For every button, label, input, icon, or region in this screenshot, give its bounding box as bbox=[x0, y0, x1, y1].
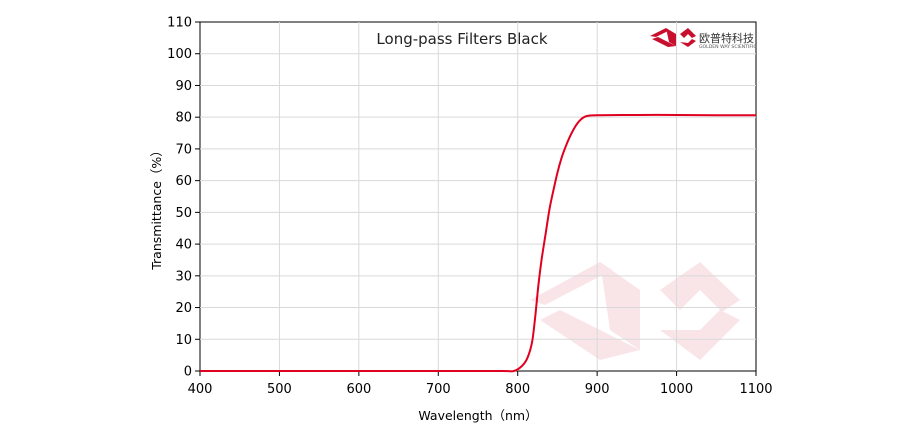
y-tick-label: 110 bbox=[167, 16, 192, 31]
y-tick-label: 40 bbox=[175, 238, 192, 253]
x-tick-label: 800 bbox=[505, 382, 530, 397]
y-tick-label: 100 bbox=[167, 47, 192, 62]
x-axis-label: Wavelength（nm） bbox=[418, 408, 537, 423]
x-tick-label: 900 bbox=[585, 382, 610, 397]
x-tick-label: 600 bbox=[346, 382, 371, 397]
logo-english-text: GOLDEN WAY SCIENTIFIC bbox=[699, 44, 757, 50]
y-tick-label: 10 bbox=[175, 333, 192, 348]
y-tick-label: 60 bbox=[175, 174, 192, 189]
watermark-logo bbox=[530, 262, 740, 360]
y-tick-label: 50 bbox=[175, 206, 192, 221]
logo-mark-icon bbox=[650, 28, 696, 47]
y-axis-label: Transmittance（%） bbox=[149, 144, 164, 271]
y-tick-label: 80 bbox=[175, 111, 192, 126]
chart-title: Long-pass Filters Black bbox=[376, 30, 547, 48]
logo-chinese-text: 欧普特科技 bbox=[699, 31, 754, 45]
x-tick-label: 700 bbox=[426, 382, 451, 397]
gridlines bbox=[200, 22, 756, 371]
brand-logo: 欧普特科技 GOLDEN WAY SCIENTIFIC bbox=[650, 28, 757, 50]
y-tick-label: 70 bbox=[175, 142, 192, 157]
y-tick-label: 0 bbox=[184, 365, 192, 380]
y-tick-label: 20 bbox=[175, 301, 192, 316]
plot-area bbox=[199, 21, 757, 372]
x-tick-label: 400 bbox=[188, 382, 213, 397]
x-tick-label: 1000 bbox=[660, 382, 693, 397]
series-line bbox=[199, 113, 757, 373]
series-layer bbox=[199, 113, 757, 373]
y-tick-label: 90 bbox=[175, 79, 192, 94]
x-tick-label: 500 bbox=[267, 382, 292, 397]
axis-ticks: 0 10 20 30 40 50 60 70 80 90 100 110 400 500 600 700 800… bbox=[167, 16, 772, 398]
x-tick-label: 1100 bbox=[739, 382, 772, 397]
y-tick-label: 30 bbox=[175, 269, 192, 284]
